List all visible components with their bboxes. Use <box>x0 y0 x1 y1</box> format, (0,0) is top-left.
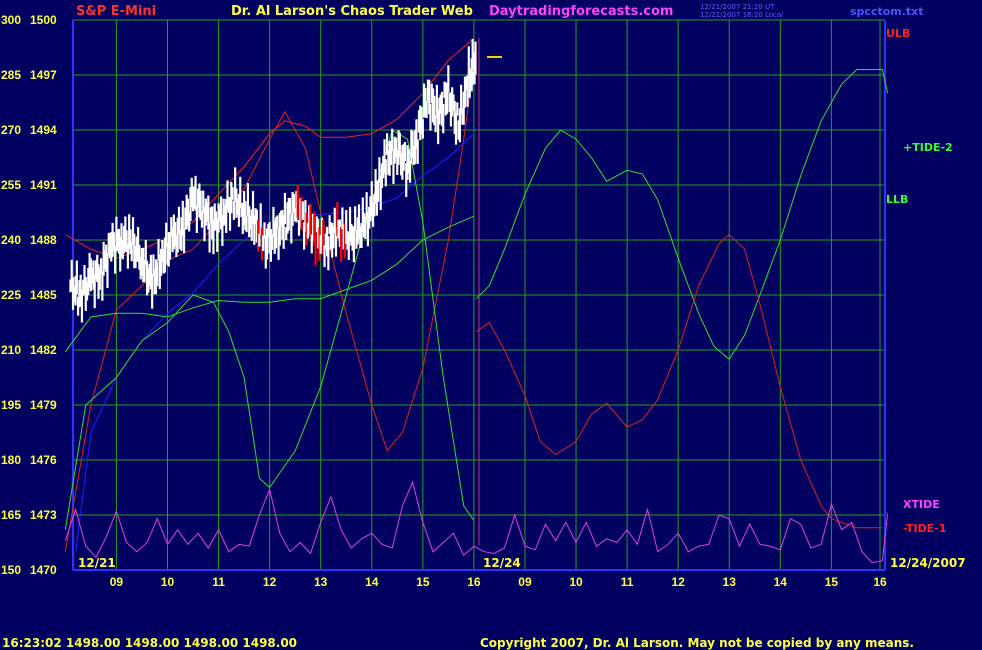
x-tick-label: 10 <box>161 575 175 589</box>
symbol-label: S&P E-Mini <box>76 4 157 19</box>
x-tick-label: 11 <box>212 575 225 589</box>
y-tick-scale: 285 <box>1 68 21 82</box>
xtide-line <box>64 480 889 564</box>
x-tick-label: 12 <box>263 575 277 589</box>
x-tick-label: 10 <box>569 575 583 589</box>
timestamp-ut: 12/21/2007 21:20 UT <box>700 3 775 11</box>
x-tick-label: 13 <box>723 575 737 589</box>
x-tick-label: 09 <box>518 575 532 589</box>
copyright: Copyright 2007, Dr. Al Larson. May not b… <box>480 636 914 650</box>
label-tide-1: -TIDE-1 <box>903 522 947 535</box>
x-tick-label: 09 <box>110 575 124 589</box>
y-tick-price: 1491 <box>30 178 57 192</box>
x-tick-label: 13 <box>314 575 328 589</box>
timestamp-local: 12/21/2007 16:20 Local <box>700 11 784 19</box>
x-tick-label: 15 <box>825 575 839 589</box>
tide-1-forecast-line <box>476 233 883 529</box>
label-tide-2: +TIDE-2 <box>903 141 953 154</box>
site-link[interactable]: Daytradingforecasts.com <box>489 4 674 19</box>
price-bars <box>69 38 477 323</box>
y-axis: 150 1470 165 1473 180 1476 195 1479 210 1482 225 14… <box>1 13 57 577</box>
x-tick-label: 11 <box>621 575 634 589</box>
y-tick-scale: 195 <box>1 398 21 412</box>
y-tick-scale: 150 <box>1 563 21 577</box>
chart-title: Dr. Al Larson's Chaos Trader Web <box>231 4 473 19</box>
y-tick-price: 1500 <box>30 13 57 27</box>
y-tick-scale: 255 <box>1 178 21 192</box>
x-tick-label: 12 <box>671 575 685 589</box>
label-ulb: ULB <box>886 27 911 40</box>
date-label-mid: 12/24 <box>483 556 521 570</box>
y-tick-price: 1476 <box>30 453 57 467</box>
date-label-end: 12/24/2007 <box>890 556 966 570</box>
x-axis: 09 10 11 12 13 14 15 16 09 10 11 12 13 14 15 16 <box>110 575 887 589</box>
y-tick-scale: 210 <box>1 343 21 357</box>
x-tick-label: 16 <box>873 575 887 589</box>
x-tick-label: 15 <box>416 575 430 589</box>
x-tick-label: 14 <box>365 575 379 589</box>
y-tick-price: 1479 <box>30 398 57 412</box>
x-tick-label: 16 <box>467 575 481 589</box>
y-tick-price: 1473 <box>30 508 57 522</box>
slow-tide-line <box>64 215 475 353</box>
y-tick-price: 1482 <box>30 343 57 357</box>
label-xtide: XTIDE <box>903 498 940 511</box>
date-label-start: 12/21 <box>78 556 116 570</box>
y-tick-scale: 225 <box>1 288 21 302</box>
label-llb: LLB <box>886 193 909 206</box>
tide-line <box>64 129 475 530</box>
tide-forecast-line <box>476 69 889 360</box>
y-tick-scale: 165 <box>1 508 21 522</box>
y-tick-scale: 300 <box>1 13 21 27</box>
last-quote: 16:23:02 1498.00 1498.00 1498.00 1498.00 <box>2 636 298 650</box>
y-tick-scale: 270 <box>1 123 21 137</box>
y-tick-scale: 180 <box>1 453 21 467</box>
y-tick-price: 1494 <box>30 123 57 137</box>
y-tick-scale: 240 <box>1 233 21 247</box>
y-tick-price: 1485 <box>30 288 57 302</box>
y-tick-price: 1470 <box>30 563 57 577</box>
x-tick-label: 14 <box>774 575 788 589</box>
file-name: spcctom.txt <box>850 5 924 18</box>
y-tick-price: 1488 <box>30 233 57 247</box>
y-tick-price: 1497 <box>30 68 57 82</box>
